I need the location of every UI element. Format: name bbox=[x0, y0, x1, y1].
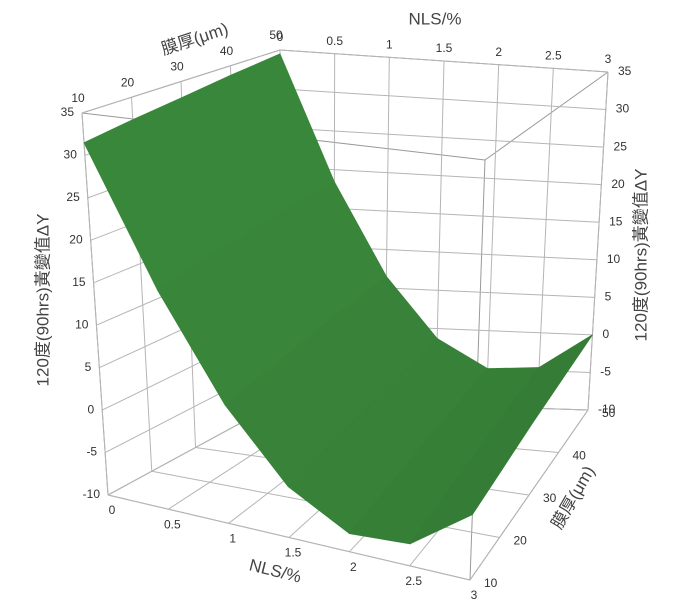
x-tick-label: 3 bbox=[471, 588, 478, 600]
z-tick-label: 20 bbox=[69, 233, 83, 247]
x-tick-label-top: 1.5 bbox=[436, 41, 453, 55]
grid-line bbox=[279, 49, 609, 73]
z-tick-label-right: 25 bbox=[614, 139, 628, 153]
grid-line bbox=[107, 494, 471, 581]
z-tick-label: 35 bbox=[61, 105, 75, 119]
z-tick-label-right: 15 bbox=[609, 214, 623, 228]
y-tick-label-top: 40 bbox=[220, 44, 234, 58]
grid-line bbox=[280, 166, 602, 186]
z-tick-label-right: -5 bbox=[600, 365, 611, 379]
z-tick-label: 10 bbox=[75, 317, 89, 331]
grid-line bbox=[536, 68, 554, 409]
y-tick-label: 20 bbox=[514, 534, 528, 548]
z-tick-label-right: 20 bbox=[611, 177, 625, 191]
z-tick-label: 25 bbox=[66, 190, 80, 204]
z-tick-label-right: 30 bbox=[616, 102, 630, 116]
x-tick-label-top: 0 bbox=[277, 30, 284, 44]
x-tick-label: 0.5 bbox=[164, 517, 181, 531]
x-tick-label: 2.5 bbox=[405, 574, 422, 588]
y-tick-label-top: 10 bbox=[71, 91, 85, 105]
z-axis-title-right: 120度(90hrs)黃變值ΔY bbox=[631, 169, 650, 342]
z-tick-label-right: -10 bbox=[598, 402, 616, 416]
z-tick-label-right: 10 bbox=[607, 252, 621, 266]
y-tick-label: 10 bbox=[484, 576, 498, 590]
grid-line bbox=[81, 112, 109, 496]
grid-line bbox=[587, 71, 609, 411]
x-tick-label: 2 bbox=[350, 560, 357, 574]
grid-line bbox=[280, 127, 604, 148]
z-tick-label: -10 bbox=[83, 487, 101, 501]
x-axis-title-top: NLS/% bbox=[409, 9, 462, 28]
z-tick-label-right: 35 bbox=[618, 64, 632, 78]
y-tick-label-top: 20 bbox=[121, 75, 135, 89]
y-tick-label: 40 bbox=[573, 449, 587, 463]
x-tick-label-top: 3 bbox=[605, 52, 612, 66]
z-tick-label: 5 bbox=[85, 360, 92, 374]
z-tick-label: 30 bbox=[64, 148, 78, 162]
x-tick-label-top: 0.5 bbox=[326, 34, 343, 48]
z-axis-title: 120度(90hrs)黃變值ΔY bbox=[33, 214, 52, 387]
y-tick-label: 30 bbox=[543, 491, 557, 505]
z-tick-label: -5 bbox=[86, 445, 97, 459]
x-tick-label-top: 1 bbox=[386, 38, 393, 52]
y-tick-label-top: 30 bbox=[170, 60, 184, 74]
grid-line bbox=[280, 88, 606, 111]
grid-line bbox=[485, 64, 500, 407]
x-axis-title: NLS/% bbox=[247, 555, 303, 586]
box-edge bbox=[484, 71, 609, 161]
z-tick-label: 15 bbox=[72, 275, 86, 289]
x-tick-label-top: 2.5 bbox=[545, 49, 562, 63]
surface-patch bbox=[409, 468, 503, 545]
x-tick-label: 0 bbox=[109, 503, 116, 517]
z-tick-label-right: 0 bbox=[602, 327, 609, 341]
y-tick-label-top: 50 bbox=[269, 28, 283, 42]
x-tick-label: 1 bbox=[229, 532, 236, 546]
z-tick-label-right: 5 bbox=[605, 290, 612, 304]
y-tick-label: 50 bbox=[602, 406, 616, 420]
grid-line bbox=[81, 49, 281, 114]
x-tick-label: 1.5 bbox=[285, 546, 302, 560]
z-tick-label: 0 bbox=[88, 402, 95, 416]
x-tick-label-top: 2 bbox=[495, 45, 502, 59]
